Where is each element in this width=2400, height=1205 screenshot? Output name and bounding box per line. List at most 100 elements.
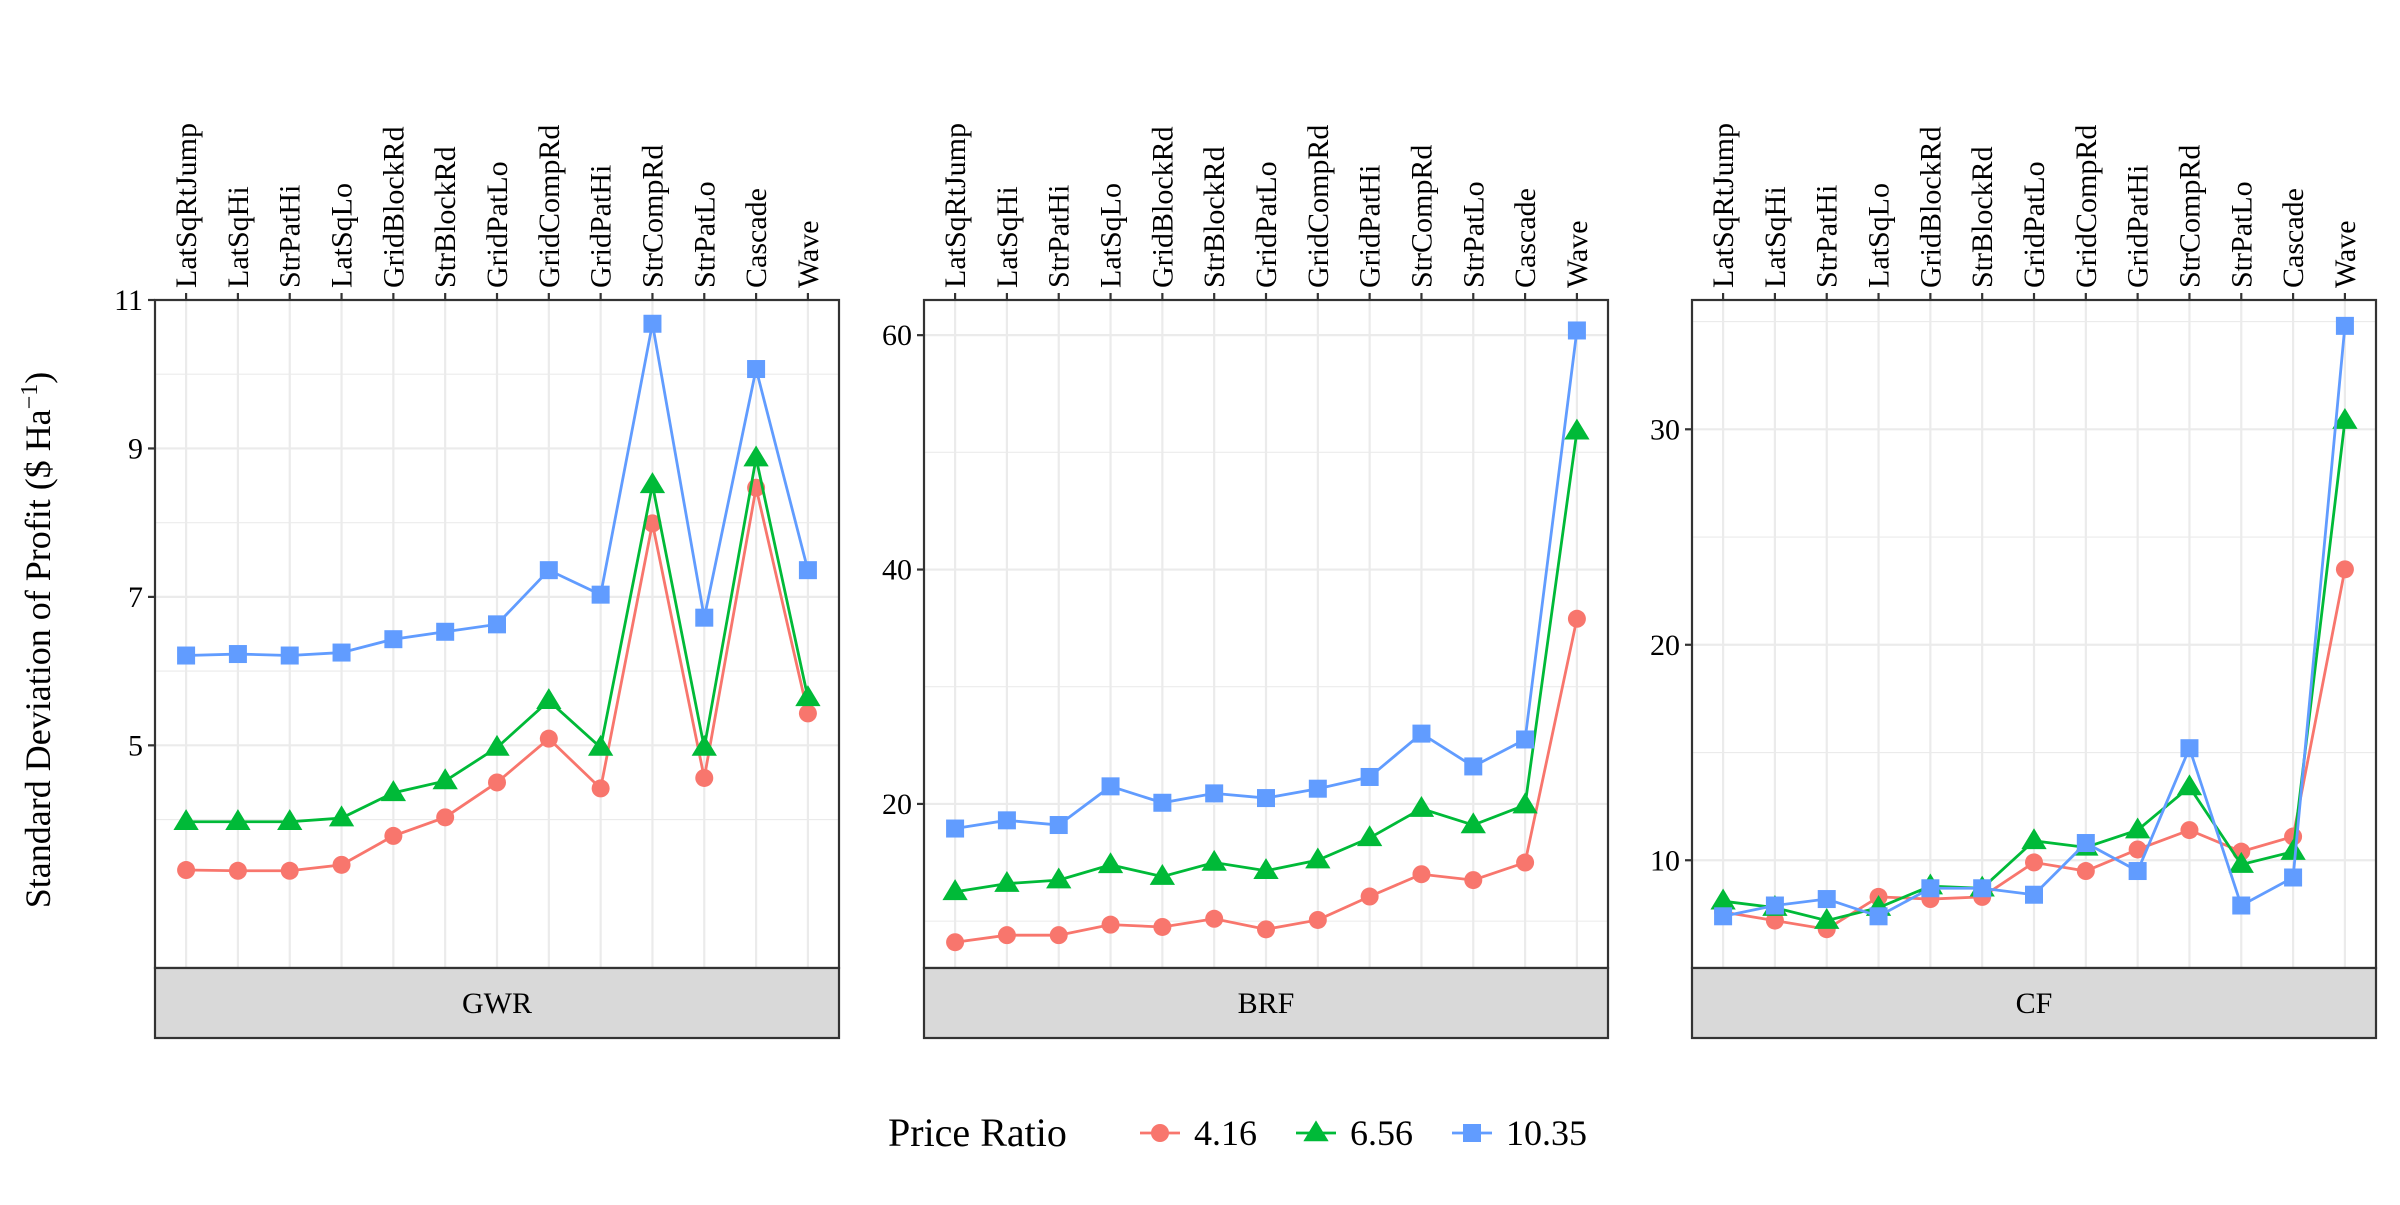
strip-label: BRF — [1238, 987, 1295, 1020]
data-point — [2128, 862, 2147, 881]
x-tick-label: StrPatLo — [2225, 181, 2258, 288]
y-axis-label: Standard Deviation of Profit ($ Ha−1) — [17, 372, 58, 908]
x-tick-label: Wave — [792, 220, 825, 288]
data-point — [1049, 816, 1068, 835]
x-tick-label: GridBlockRd — [377, 126, 410, 288]
data-point — [1765, 896, 1784, 915]
data-point — [1205, 784, 1224, 803]
x-tick-label: GridPatHi — [2122, 165, 2155, 288]
data-point — [384, 630, 403, 649]
x-tick-label: LatSqHi — [991, 186, 1024, 288]
legend-entry-10-35: 10.35 — [1452, 1113, 1587, 1153]
data-point — [228, 645, 247, 664]
data-point — [177, 861, 196, 880]
data-point — [488, 773, 506, 792]
series-10-35 — [946, 321, 1586, 838]
x-tick-label: LatSqLo — [326, 183, 359, 288]
panel-brf: 20 40 60 LatSqRtJump LatSqHi StrPatHi LatSqLo G… — [882, 123, 1610, 1040]
x-tick-label: GridPatLo — [1250, 161, 1283, 288]
y-axis-label-text: Standard Deviation of Profit ($ Ha — [18, 409, 58, 908]
panel-cf: 10 20 30 LatSqRtJump LatSqHi StrPatHi LatSqLo G… — [1650, 123, 2378, 1040]
data-point — [436, 622, 455, 641]
data-point — [2232, 896, 2251, 915]
data-point — [1567, 609, 1586, 628]
strip-background — [922, 966, 1610, 1040]
x-tick-label: GridCompRd — [1302, 125, 1335, 288]
data-point — [2128, 840, 2147, 859]
legend-title: Price Ratio — [888, 1110, 1067, 1155]
data-point — [536, 688, 562, 710]
data-point — [2176, 774, 2203, 796]
x-tick-label: GridPatHi — [1354, 165, 1387, 288]
data-point — [539, 729, 558, 748]
x-tick-label: StrBlockRd — [1198, 146, 1231, 288]
legend-entry-label: 10.35 — [1506, 1113, 1587, 1153]
data-point — [2025, 885, 2043, 904]
series-10-35 — [1714, 316, 2354, 926]
strip-background — [153, 966, 841, 1040]
y-tick-label: 5 — [128, 729, 143, 762]
data-point — [332, 643, 351, 662]
data-point — [1869, 907, 1888, 926]
x-tick-label: GridCompRd — [2070, 125, 2103, 288]
x-tick-label: GridPatLo — [2018, 161, 2051, 288]
data-point — [488, 615, 506, 634]
series-4-16 — [946, 609, 1586, 952]
legend-entry-label: 6.56 — [1350, 1113, 1413, 1153]
data-point — [695, 608, 714, 627]
data-point — [2332, 408, 2358, 429]
y-axis-label-superscript: −1 — [17, 384, 43, 410]
data-point — [1814, 907, 1840, 929]
data-point — [1817, 890, 1836, 909]
data-point — [1253, 858, 1279, 879]
data-point — [643, 314, 662, 333]
data-point — [380, 780, 407, 802]
data-point — [946, 819, 965, 838]
series-10-35 — [177, 314, 817, 665]
data-point — [591, 585, 610, 604]
y-tick-label: 20 — [1650, 629, 1680, 662]
data-point — [2335, 316, 2354, 335]
legend-key-marker — [1151, 1124, 1169, 1142]
series-6-56 — [173, 445, 821, 831]
data-point — [436, 808, 455, 827]
data-point — [1308, 779, 1327, 798]
data-point — [1714, 907, 1733, 926]
data-point — [484, 734, 510, 756]
data-point — [1408, 795, 1435, 817]
x-tick-label: LatSqHi — [1759, 186, 1792, 288]
x-tick-label: StrPatLo — [688, 181, 721, 288]
data-point — [643, 514, 662, 533]
data-point — [1512, 792, 1538, 814]
data-point — [1205, 909, 1224, 928]
data-point — [173, 809, 199, 831]
y-axis-label-close: ) — [18, 372, 58, 384]
y-tick-label: 10 — [1650, 844, 1680, 877]
data-point — [1305, 847, 1331, 869]
x-tick-label: LatSqRtJump — [170, 123, 203, 288]
data-point — [1765, 911, 1784, 930]
y-tick-label: 7 — [128, 581, 143, 614]
x-tick-label: GridCompRd — [533, 125, 566, 288]
data-point — [1101, 915, 1120, 934]
data-point — [997, 811, 1016, 830]
data-point — [1921, 879, 1940, 898]
x-tick-label: GridBlockRd — [1914, 126, 1947, 288]
data-point — [1710, 888, 1736, 910]
data-point — [2124, 817, 2151, 839]
x-tick-label: LatSqHi — [222, 186, 255, 288]
x-tick-label: StrCompRd — [1405, 145, 1438, 288]
data-point — [2021, 828, 2047, 850]
data-point — [639, 472, 666, 494]
x-tick-label: GridPatLo — [481, 161, 514, 288]
panels-layer: 5 7 9 11 LatSqRtJump LatSqHi StrPatHi LatSqLo Gr… — [114, 123, 2378, 1040]
x-tick-label: GridBlockRd — [1146, 126, 1179, 288]
data-point — [2076, 834, 2095, 853]
data-point — [277, 809, 303, 831]
data-point — [2076, 862, 2095, 881]
data-point — [1153, 793, 1172, 812]
x-tick-label: StrBlockRd — [1966, 146, 1999, 288]
data-point — [691, 734, 717, 756]
x-tick-label: StrPatHi — [1043, 185, 1076, 288]
